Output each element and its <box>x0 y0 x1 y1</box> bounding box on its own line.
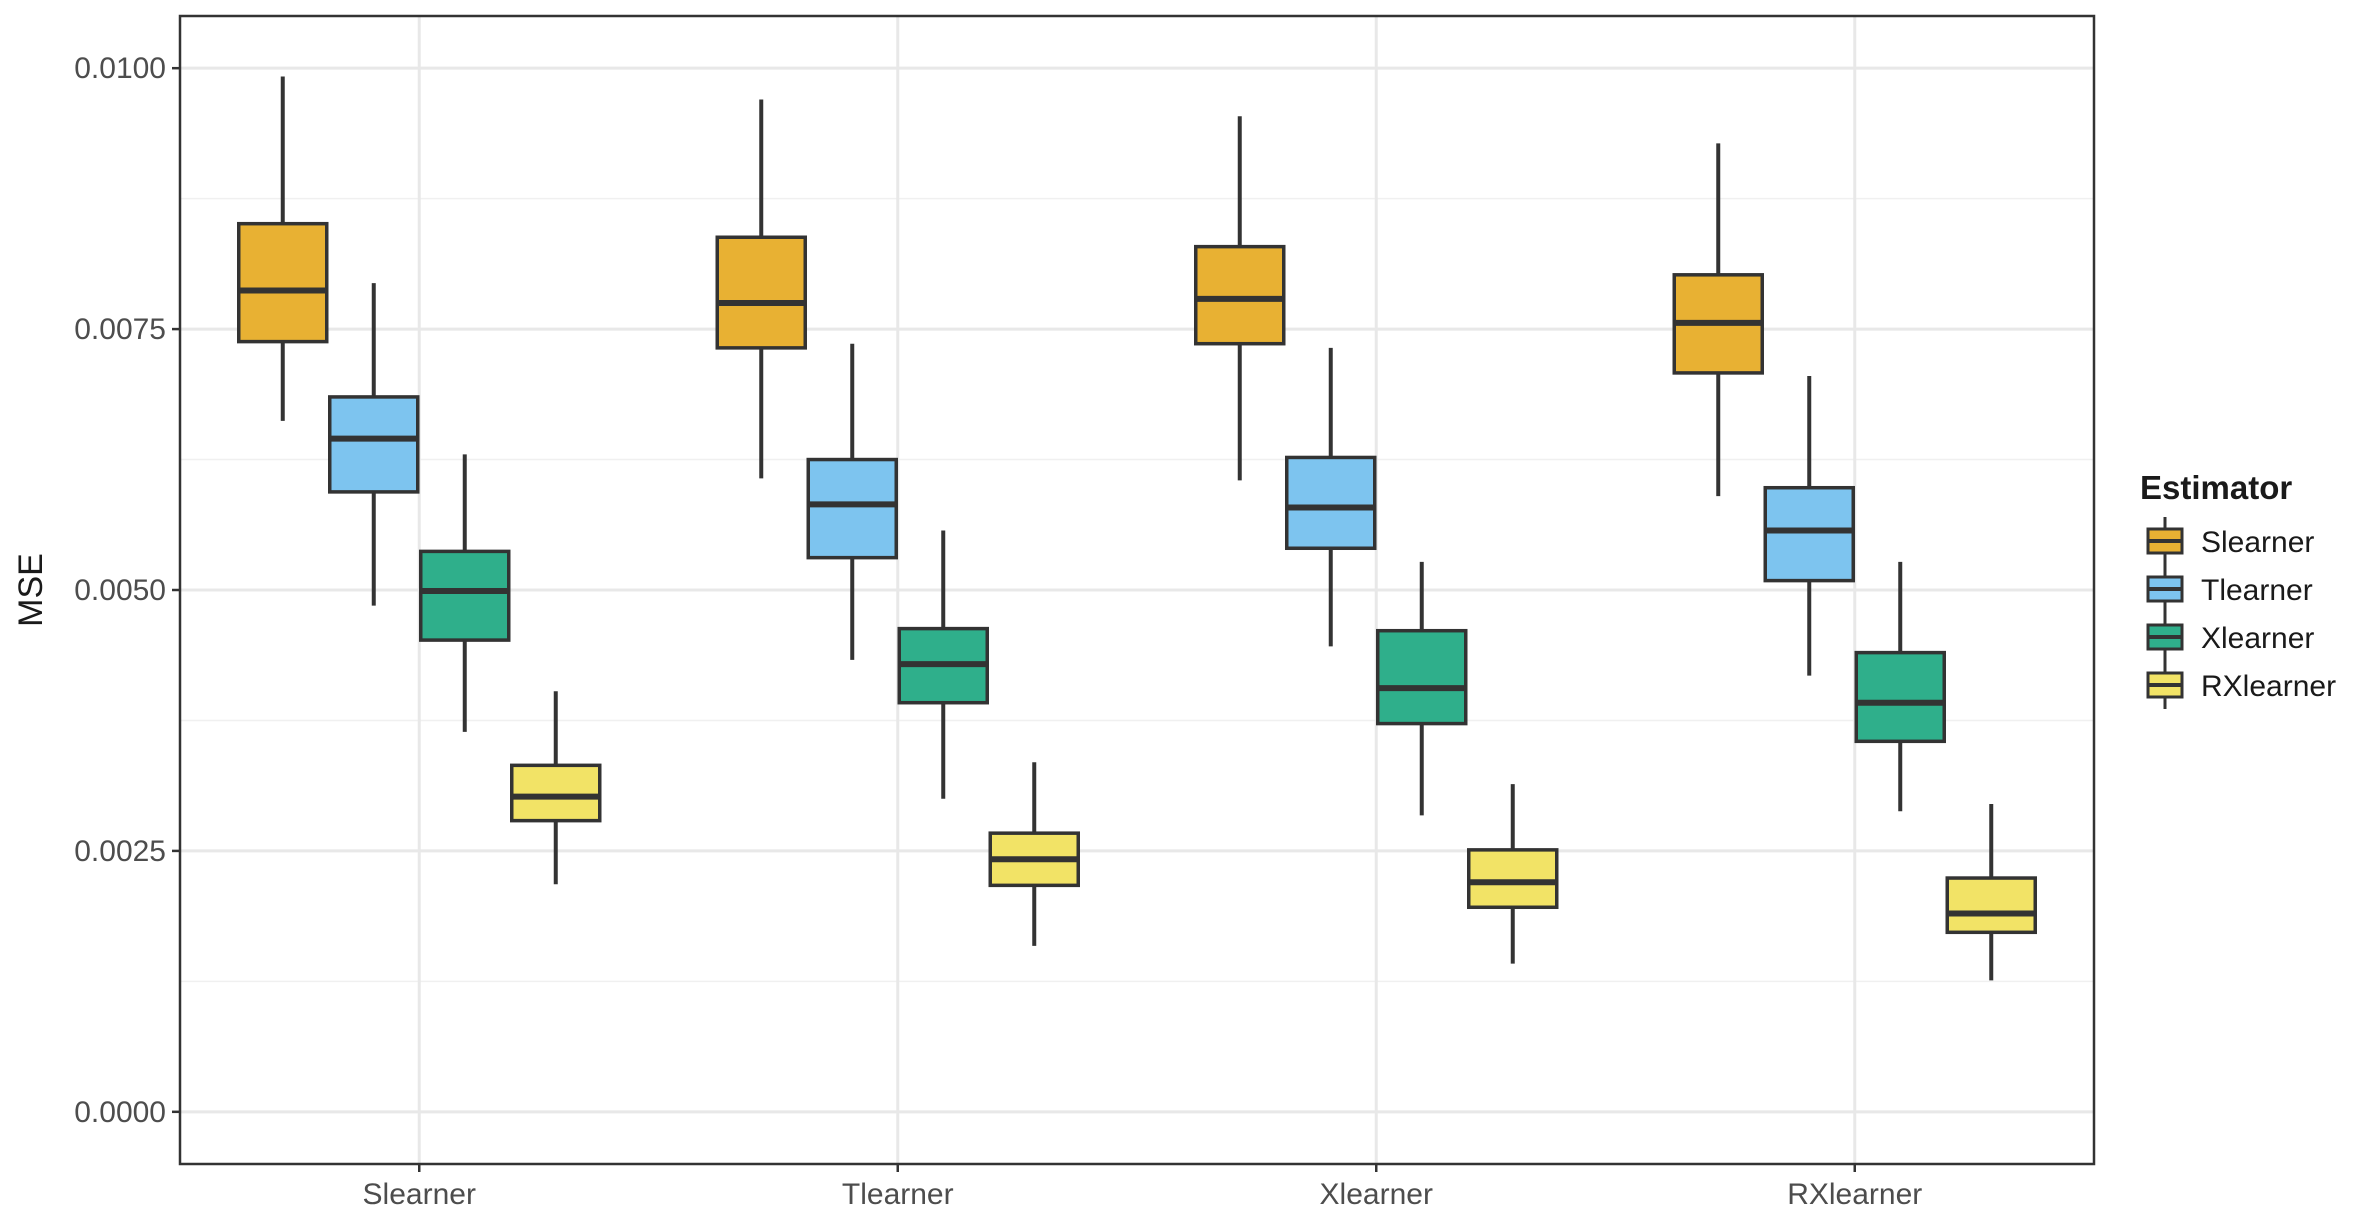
box-RXlearner-Xlearner <box>1467 784 1559 964</box>
box-iqr <box>419 549 511 642</box>
legend-keys: Slearner Tlearner Xlearner RXlearner <box>2146 517 2336 709</box>
x-tick-label: Tlearner <box>842 1178 954 1211</box>
box-iqr <box>1467 848 1559 910</box>
box-iqr <box>1194 244 1286 346</box>
legend-label: Tlearner <box>2201 574 2313 607</box>
box-Slearner-RXlearner <box>1672 143 1764 497</box>
legend-title: Estimator <box>2140 469 2292 506</box>
legend-label: Slearner <box>2201 526 2314 559</box>
box-iqr <box>1854 650 1946 744</box>
box-Xlearner-Xlearner <box>1376 561 1468 816</box>
legend-key-RXlearner: RXlearner <box>2146 661 2336 709</box>
box-Tlearner-Tlearner <box>806 343 898 660</box>
legend-key-Tlearner: Tlearner <box>2146 565 2313 613</box>
box-RXlearner-Slearner <box>510 691 602 885</box>
box-iqr <box>328 395 420 494</box>
y-tick-label: 0.0050 <box>74 574 166 607</box>
legend-label: RXlearner <box>2201 670 2336 703</box>
box-Tlearner-Xlearner <box>1285 347 1377 647</box>
box-iqr <box>510 763 602 823</box>
box-Tlearner-RXlearner <box>1763 376 1855 676</box>
x-axis: Slearner Tlearner Xlearner RXlearner <box>363 1164 1922 1211</box>
box-iqr <box>1945 876 2037 935</box>
box-Slearner-Xlearner <box>1194 116 1286 481</box>
box-Xlearner-Tlearner <box>897 530 989 799</box>
box-iqr <box>715 235 807 350</box>
box-RXlearner-RXlearner <box>1945 803 2037 981</box>
box-iqr <box>1285 455 1377 551</box>
y-tick-label: 0.0075 <box>74 313 166 346</box>
x-tick-label: RXlearner <box>1787 1178 1922 1211</box>
box-RXlearner-Tlearner <box>988 762 1080 946</box>
x-tick-label: Slearner <box>363 1178 476 1211</box>
box-Slearner-Slearner <box>237 76 329 421</box>
box-Slearner-Tlearner <box>715 99 807 479</box>
box-Tlearner-Slearner <box>328 283 420 606</box>
y-tick-label: 0.0100 <box>74 52 166 85</box>
y-axis-title: MSE <box>12 553 50 627</box>
box-iqr <box>237 221 329 344</box>
y-tick-label: 0.0025 <box>74 835 166 868</box>
x-tick-label: Xlearner <box>1320 1178 1433 1211</box>
y-tick-label: 0.0000 <box>74 1096 166 1129</box>
box-Xlearner-RXlearner <box>1854 561 1946 812</box>
box-iqr <box>806 457 898 560</box>
box-Xlearner-Slearner <box>419 454 511 732</box>
legend-key-Slearner: Slearner <box>2146 517 2314 565</box>
y-axis: 0.0000 0.0025 0.0050 0.0075 0.0100 <box>74 52 180 1129</box>
legend-label: Xlearner <box>2201 622 2314 655</box>
box-iqr <box>1763 485 1855 583</box>
legend-key-Xlearner: Xlearner <box>2146 613 2314 661</box>
box-iqr <box>1376 628 1468 726</box>
legend: Estimator Slearner Tlearner Xlearner RXlear… <box>2140 469 2336 709</box>
minor-gridlines <box>180 197 2094 983</box>
box-series <box>237 76 2037 981</box>
